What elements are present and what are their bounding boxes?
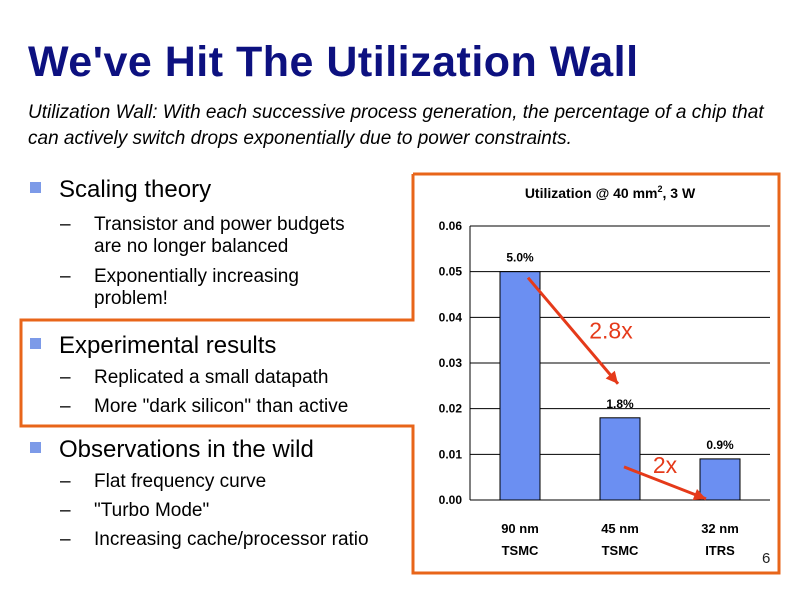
x-tick-label: 90 nm xyxy=(501,521,539,536)
annotation-arrow-shaft xyxy=(623,465,707,501)
y-tick-label: 0.02 xyxy=(439,402,463,416)
x-tick-label: TSMC xyxy=(602,543,639,558)
x-tick-label: TSMC xyxy=(502,543,539,558)
sub-item: – Flat frequency curve xyxy=(60,471,267,492)
sub-item: – "Turbo Mode" xyxy=(60,500,210,521)
sub-item-text: More "dark silicon" than active xyxy=(94,396,349,417)
x-tick-label: 32 nm xyxy=(701,521,739,536)
bullet-observations: Observations in the wild xyxy=(30,436,314,464)
sub-item-text: Exponentially increasing xyxy=(94,266,299,287)
bar-value-label: 0.9% xyxy=(706,438,734,452)
sub-item: – Increasing cache/processor ratio xyxy=(60,529,369,550)
y-tick-label: 0.05 xyxy=(439,265,463,279)
bullet-square-icon xyxy=(30,182,41,193)
sub-item-text: Transistor and power budgets xyxy=(94,214,345,235)
sub-item: – Replicated a small datapath xyxy=(60,367,329,388)
annotation-arrow-shaft xyxy=(526,276,620,385)
sub-item-text: Increasing cache/processor ratio xyxy=(94,529,369,550)
bullet-square-icon xyxy=(30,338,41,349)
slide-title: We've Hit The Utilization Wall xyxy=(28,38,639,86)
slide-subtitle: Utilization Wall: With each successive p… xyxy=(28,102,764,149)
sub-item-text: "Turbo Mode" xyxy=(94,500,210,521)
sub-item-text: are no longer balanced xyxy=(94,236,289,257)
sub-item-text: Flat frequency curve xyxy=(94,471,267,492)
x-tick-label: ITRS xyxy=(705,543,735,558)
sub-item: – More "dark silicon" than active xyxy=(60,396,349,417)
y-tick-label: 0.00 xyxy=(439,493,463,507)
annotation-label: 2x xyxy=(653,452,678,478)
bullet-scaling-theory: Scaling theory xyxy=(30,176,211,204)
sub-item: – Exponentially increasing problem! xyxy=(60,266,299,309)
chart-title: Utilization @ 40 mm2, 3 W xyxy=(525,184,696,201)
sub-item-text: problem! xyxy=(94,288,168,309)
highlight-outline xyxy=(19,172,781,575)
bar xyxy=(699,458,741,501)
sub-item-text: Replicated a small datapath xyxy=(94,367,329,388)
y-tick-label: 0.06 xyxy=(439,219,463,233)
annotation-arrowhead xyxy=(692,488,706,501)
bullet-square-icon xyxy=(30,442,41,453)
bullet-label: Scaling theory xyxy=(59,176,212,203)
bar-value-label: 1.8% xyxy=(606,397,634,411)
bullet-label: Observations in the wild xyxy=(59,436,314,463)
y-tick-label: 0.04 xyxy=(439,310,463,324)
bullet-label: Experimental results xyxy=(59,332,277,359)
bar xyxy=(599,417,641,501)
bar-value-label: 5.0% xyxy=(506,251,534,265)
annotation-label: 2.8x xyxy=(589,318,633,344)
bar xyxy=(499,271,541,501)
x-tick-label: 45 nm xyxy=(601,521,639,536)
annotation-arrowhead xyxy=(605,370,618,384)
sub-item: – Transistor and power budgets are no lon… xyxy=(60,214,345,257)
y-tick-label: 0.01 xyxy=(439,447,463,461)
bullet-experimental-results: Experimental results xyxy=(30,332,276,360)
y-tick-label: 0.03 xyxy=(439,356,463,370)
page-number: 6 xyxy=(762,550,771,567)
